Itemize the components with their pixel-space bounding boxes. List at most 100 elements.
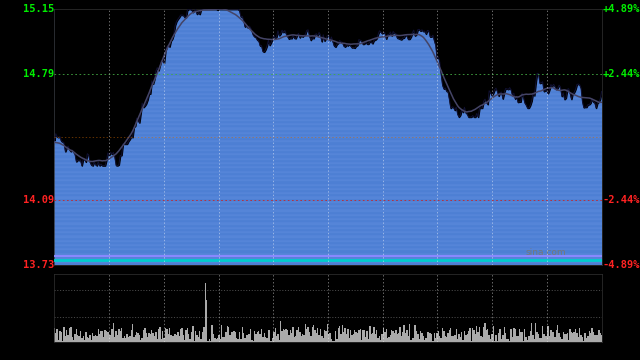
Bar — [362, 330, 364, 342]
Bar — [390, 335, 391, 342]
Bar — [588, 336, 589, 342]
Bar — [595, 335, 596, 342]
Bar — [84, 340, 85, 342]
Bar — [502, 335, 504, 342]
Bar — [90, 335, 91, 342]
Bar — [237, 339, 239, 342]
Bar — [157, 339, 158, 342]
Bar — [326, 324, 328, 342]
Bar — [462, 341, 464, 342]
Bar — [328, 334, 330, 342]
Bar — [134, 334, 136, 342]
Bar — [54, 149, 602, 150]
Text: +4.89%: +4.89% — [602, 4, 639, 14]
Bar — [54, 58, 602, 59]
Bar — [140, 339, 141, 342]
Bar — [543, 334, 545, 342]
Bar — [349, 338, 350, 342]
Bar — [536, 332, 538, 342]
Bar — [321, 337, 323, 342]
Bar — [460, 337, 461, 342]
Bar — [165, 328, 166, 342]
Bar — [54, 99, 602, 100]
Bar — [509, 341, 510, 342]
Bar — [54, 222, 602, 224]
Bar — [247, 336, 248, 342]
Bar — [162, 331, 163, 342]
Bar — [54, 123, 602, 124]
Bar — [435, 338, 436, 342]
Bar — [54, 30, 602, 31]
Bar — [269, 330, 270, 342]
Bar — [54, 13, 602, 14]
Bar — [553, 332, 554, 342]
Bar — [227, 326, 228, 342]
Bar — [54, 82, 602, 83]
Bar — [413, 338, 415, 342]
Bar — [429, 333, 431, 342]
Bar — [54, 22, 602, 23]
Bar — [159, 328, 161, 342]
Bar — [54, 24, 602, 25]
Bar — [360, 329, 361, 342]
Bar — [310, 336, 312, 342]
Bar — [95, 335, 96, 342]
Bar — [136, 332, 138, 342]
Bar — [406, 330, 408, 342]
Bar — [221, 325, 223, 342]
Bar — [458, 334, 460, 342]
Bar — [584, 333, 586, 342]
Bar — [417, 334, 419, 342]
Bar — [438, 331, 439, 342]
Bar — [351, 335, 353, 342]
Bar — [54, 125, 602, 126]
Bar — [500, 339, 502, 342]
Bar — [346, 334, 347, 342]
Bar — [54, 153, 602, 154]
Bar — [99, 334, 100, 342]
Bar — [577, 337, 579, 342]
Bar — [54, 43, 602, 44]
Bar — [100, 330, 102, 342]
Bar — [181, 328, 182, 342]
Bar — [325, 332, 326, 342]
Bar — [394, 333, 396, 342]
Bar — [54, 89, 602, 90]
Bar — [557, 325, 558, 342]
Bar — [303, 336, 305, 342]
Bar — [209, 339, 210, 342]
Text: sina.com: sina.com — [525, 248, 566, 257]
Bar — [576, 333, 577, 342]
Bar — [264, 333, 265, 342]
Bar — [54, 158, 602, 159]
Bar — [54, 162, 602, 163]
Bar — [287, 330, 288, 342]
Bar — [276, 336, 277, 342]
Bar — [234, 330, 235, 342]
Bar — [314, 330, 316, 342]
Bar — [188, 334, 189, 342]
Bar — [54, 130, 602, 131]
Bar — [469, 328, 470, 342]
Bar — [416, 332, 417, 342]
Bar — [302, 334, 303, 342]
Bar — [54, 140, 602, 141]
Bar — [155, 332, 157, 342]
Bar — [371, 334, 372, 342]
Bar — [410, 340, 412, 342]
Bar — [54, 102, 602, 103]
Bar — [54, 119, 602, 120]
Text: -2.44%: -2.44% — [602, 195, 639, 205]
Bar — [508, 339, 509, 342]
Bar — [54, 181, 602, 183]
Bar — [54, 251, 602, 252]
Bar — [54, 156, 602, 157]
Bar — [202, 332, 204, 342]
Bar — [113, 323, 114, 342]
Bar — [92, 333, 93, 342]
Text: +2.44%: +2.44% — [602, 69, 639, 79]
Bar — [566, 333, 568, 342]
Bar — [476, 327, 477, 342]
Bar — [449, 330, 450, 342]
Bar — [198, 337, 199, 342]
